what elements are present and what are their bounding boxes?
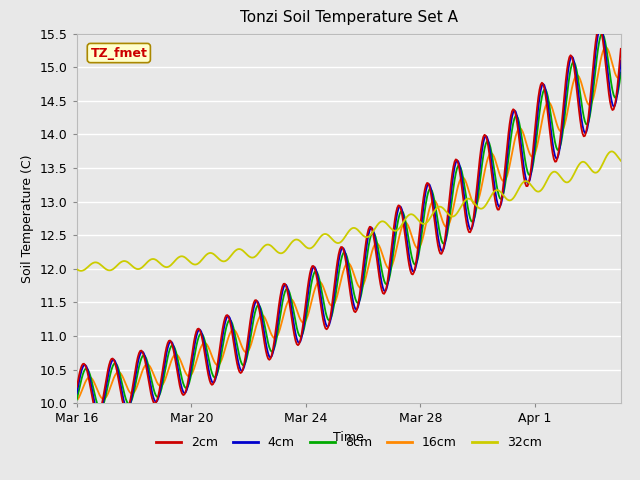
Y-axis label: Soil Temperature (C): Soil Temperature (C) xyxy=(21,154,35,283)
Title: Tonzi Soil Temperature Set A: Tonzi Soil Temperature Set A xyxy=(240,11,458,25)
Text: TZ_fmet: TZ_fmet xyxy=(90,47,147,60)
Legend: 2cm, 4cm, 8cm, 16cm, 32cm: 2cm, 4cm, 8cm, 16cm, 32cm xyxy=(151,431,547,454)
X-axis label: Time: Time xyxy=(333,431,364,444)
